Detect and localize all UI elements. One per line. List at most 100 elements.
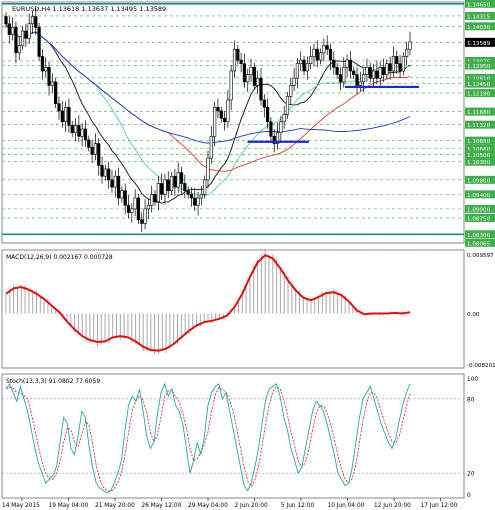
candle-body bbox=[103, 168, 107, 177]
price-tick-label: 1.10660 bbox=[467, 147, 491, 153]
stochastic-tick-label: 20 bbox=[467, 472, 475, 478]
candle-body bbox=[213, 106, 217, 137]
candle-body bbox=[163, 179, 167, 195]
macd-tick-label: 0.00 bbox=[467, 312, 480, 318]
price-tick-box bbox=[465, 89, 495, 98]
candle-body bbox=[229, 70, 233, 101]
candle-body bbox=[57, 103, 61, 112]
candle-body bbox=[279, 121, 283, 133]
price-tick-label: 1.10300 bbox=[467, 160, 491, 166]
marked-levels bbox=[247, 85, 419, 143]
candle-body bbox=[17, 45, 21, 54]
candle-body bbox=[222, 117, 227, 123]
candle-body bbox=[388, 63, 392, 72]
candle-body bbox=[398, 63, 402, 72]
candle-body bbox=[80, 128, 84, 137]
candle-body bbox=[292, 77, 296, 86]
candle-body bbox=[133, 197, 137, 210]
candle-body bbox=[325, 45, 329, 50]
candle-body bbox=[405, 48, 409, 57]
price-tick-label: 1.09000 bbox=[467, 207, 491, 213]
candle-body bbox=[239, 59, 243, 65]
candle-body bbox=[107, 168, 111, 181]
candle-body bbox=[375, 70, 379, 79]
price-tick-box bbox=[465, 136, 495, 145]
candle-body bbox=[352, 70, 356, 75]
candle-body bbox=[269, 121, 273, 137]
candle-body bbox=[97, 143, 101, 166]
price-tick-box bbox=[465, 213, 495, 222]
candle-body bbox=[169, 175, 174, 192]
stochastic-grid bbox=[2, 398, 464, 474]
candle-body bbox=[262, 99, 266, 108]
price-tick-label: 1.09400 bbox=[467, 193, 491, 199]
stochastic-panel[interactable]: Stoch(13,3,3) 91.0802 77.6059 100 80 20 0 bbox=[1, 373, 478, 499]
candle-body bbox=[166, 179, 170, 192]
time-label: 2 Jun 20:00 bbox=[235, 503, 268, 509]
time-label: 12 Jun 20:00 bbox=[374, 503, 411, 509]
candle-body bbox=[183, 183, 187, 192]
current-price-label: 1.13589 bbox=[467, 41, 491, 47]
macd-panel[interactable]: MACD(12,26,9) 0.002167 0.000728 0.009597… bbox=[1, 248, 495, 369]
candle-body bbox=[11, 27, 15, 35]
macd-title: MACD(12,26,9) 0.002167 0.000728 bbox=[6, 254, 113, 261]
candle-body bbox=[216, 106, 220, 112]
candle-body bbox=[381, 67, 386, 75]
candle-body bbox=[199, 194, 203, 199]
price-tick-box bbox=[465, 175, 495, 184]
candle-body bbox=[93, 143, 98, 155]
price-tick-box bbox=[465, 0, 495, 8]
price-tick-label: 1.08300 bbox=[467, 233, 491, 239]
price-levels bbox=[2, 3, 464, 236]
candle-body bbox=[83, 128, 88, 141]
candle-body bbox=[226, 99, 230, 123]
candle-body bbox=[70, 125, 74, 133]
candle-body bbox=[266, 106, 270, 123]
time-label: 29 May 04:00 bbox=[188, 503, 228, 509]
candle-body bbox=[391, 56, 396, 72]
price-tick-box bbox=[465, 61, 495, 70]
candle-body bbox=[100, 165, 104, 177]
time-label: 21 May 20:00 bbox=[95, 503, 135, 509]
candle-body bbox=[302, 59, 306, 72]
candle-body bbox=[318, 52, 323, 61]
candle-body bbox=[47, 67, 51, 86]
moving-averages bbox=[5, 23, 411, 204]
candle-body bbox=[312, 48, 316, 57]
candle-body bbox=[136, 197, 141, 221]
candle-body bbox=[275, 132, 280, 144]
current-price-box bbox=[465, 37, 495, 47]
candle-body bbox=[338, 74, 343, 83]
time-label: 10 Jun 04:00 bbox=[328, 503, 365, 509]
candle-body bbox=[209, 135, 213, 159]
candle-body bbox=[309, 56, 313, 65]
price-tick-box bbox=[465, 56, 495, 65]
price-tick-box bbox=[465, 107, 495, 116]
price-panel[interactable]: EURUSD,H4 1.13618 1.13637 1.13495 1.1358… bbox=[1, 0, 495, 247]
candle-body bbox=[348, 59, 352, 72]
candle-body bbox=[385, 63, 389, 75]
candle-body bbox=[259, 77, 263, 101]
price-tick-label: 1.11320 bbox=[467, 123, 491, 129]
candle-body bbox=[401, 56, 405, 72]
stochastic-lines bbox=[5, 382, 411, 494]
time-label: 19 May 04:00 bbox=[49, 503, 89, 509]
candle-body bbox=[249, 67, 253, 75]
candle-body bbox=[332, 59, 336, 68]
candle-body bbox=[20, 30, 25, 46]
candle-body bbox=[130, 208, 134, 213]
candle-body bbox=[64, 106, 68, 123]
candle-body bbox=[299, 59, 303, 65]
price-tick-label: 1.10880 bbox=[467, 139, 491, 145]
candle-body bbox=[4, 16, 8, 25]
candle-body bbox=[206, 157, 210, 181]
price-tick-box bbox=[465, 120, 495, 129]
candle-body bbox=[289, 85, 293, 97]
candle-body bbox=[90, 146, 94, 155]
candle-body bbox=[232, 48, 237, 72]
candle-body bbox=[140, 219, 144, 224]
time-label: 17 Jun 12:00 bbox=[421, 503, 458, 509]
candle-body bbox=[365, 67, 369, 75]
macd-axis: 0.009597 0.00 -0.008201 bbox=[467, 253, 495, 369]
